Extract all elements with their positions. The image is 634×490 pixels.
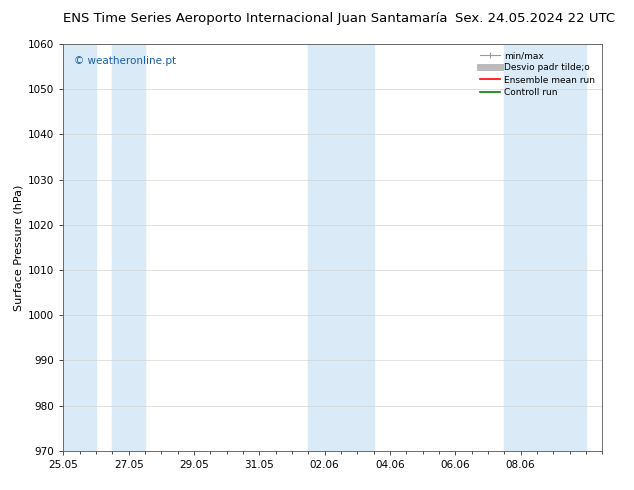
- Text: © weatheronline.pt: © weatheronline.pt: [74, 56, 176, 66]
- Bar: [112, 44, 145, 451]
- Bar: [63, 44, 96, 451]
- Bar: [308, 44, 373, 451]
- Text: ENS Time Series Aeroporto Internacional Juan Santamaría: ENS Time Series Aeroporto Internacional …: [63, 12, 448, 25]
- Bar: [504, 44, 586, 451]
- Legend: min/max, Desvio padr tilde;o, Ensemble mean run, Controll run: min/max, Desvio padr tilde;o, Ensemble m…: [477, 49, 598, 99]
- Text: Sex. 24.05.2024 22 UTC: Sex. 24.05.2024 22 UTC: [455, 12, 615, 25]
- Y-axis label: Surface Pressure (hPa): Surface Pressure (hPa): [14, 184, 24, 311]
